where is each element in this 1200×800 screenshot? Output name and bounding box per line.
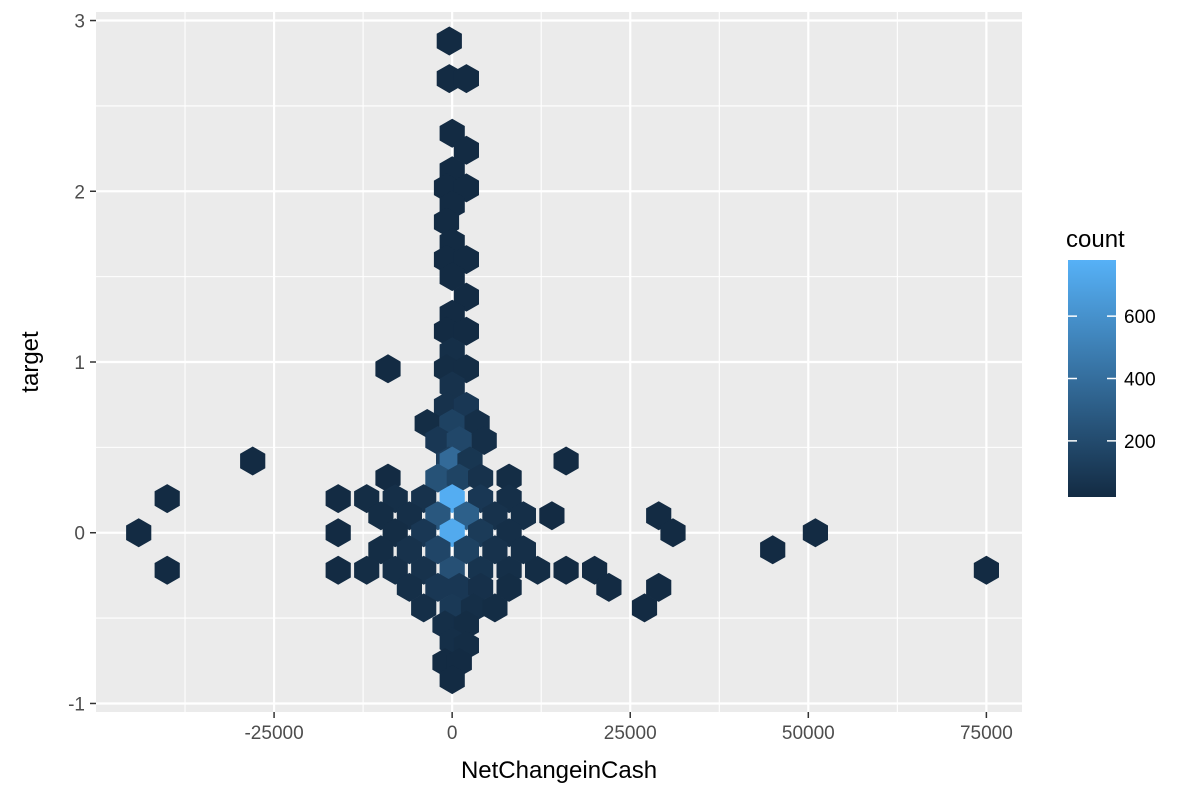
hexbin-cell (425, 463, 451, 493)
y-tick-label: 0 (74, 524, 85, 545)
x-tick-label: 50000 (782, 723, 835, 744)
hexbin-cell (411, 593, 437, 623)
hexbin-cell (354, 555, 380, 585)
y-axis-title: target (17, 331, 44, 393)
hexbin-cell (325, 555, 351, 585)
hexbin-cell (439, 665, 465, 695)
hexbin-cell (425, 572, 451, 602)
y-tick-label: 3 (74, 12, 85, 33)
y-tick-label: -1 (68, 694, 85, 715)
x-axis-title: NetChangeinCash (461, 757, 657, 784)
hexbin-cell (760, 535, 786, 565)
hexbin-cell (973, 555, 999, 585)
legend-ticks: 200 400 600 (1068, 307, 1156, 453)
hexbin-cell (660, 518, 686, 548)
hexbin-cell (471, 426, 497, 455)
color-legend: count 200 400 600 (1066, 226, 1156, 497)
hexbin-cell (396, 572, 422, 602)
hexbin-cell (646, 572, 672, 602)
hexbin-cell (396, 535, 422, 565)
hexbin-cell (425, 535, 451, 565)
hexbin-cell (482, 535, 508, 565)
y-tick-label: 2 (74, 182, 85, 203)
legend-title: count (1066, 226, 1125, 253)
hexbin-cell (553, 446, 579, 476)
x-tick-label: 0 (447, 723, 458, 744)
hexbin-cell (482, 593, 508, 623)
hexbin-cell (240, 446, 266, 476)
hexbin-cell (468, 463, 494, 493)
hexbin-cell (510, 535, 536, 565)
hexbin-cell (453, 135, 479, 165)
hexbin-cell (325, 484, 351, 514)
hexbin-layer (126, 26, 999, 695)
hexbin-cell (154, 484, 180, 514)
hexbin-cell (802, 518, 828, 548)
legend-tick-label: 600 (1124, 307, 1156, 328)
x-tick-label: 75000 (960, 723, 1013, 744)
hexbin-cell (453, 535, 479, 565)
legend-tick-label: 400 (1124, 370, 1156, 391)
hexbin-cell (325, 518, 351, 548)
x-axis: -25000 0 25000 50000 75000 (244, 712, 1013, 744)
hexbin-cell (375, 354, 401, 384)
y-axis: -1 0 1 2 3 (68, 12, 96, 715)
y-tick-label: 1 (74, 353, 85, 374)
hexbin-cell (436, 26, 462, 56)
hexbin-cell (453, 316, 479, 346)
hexbin-cell (596, 572, 622, 602)
hexbin-cell (368, 535, 394, 565)
hexbin-cell (539, 501, 565, 531)
hexbin-cell (126, 518, 152, 548)
hexbin-cell (154, 555, 180, 585)
legend-tick-label: 200 (1124, 432, 1156, 453)
x-tick-label: 25000 (604, 723, 657, 744)
hexbin-cell (496, 572, 522, 602)
x-tick-label: -25000 (244, 723, 303, 744)
hexbin-cell (453, 64, 479, 94)
hexbin-cell (496, 463, 522, 493)
hexbin-cell (439, 262, 465, 292)
hexbin-cell (553, 555, 579, 585)
hexbin-cell (631, 593, 658, 623)
hexbin-cell (425, 426, 451, 455)
hexbin-cell (525, 555, 551, 585)
plot-panel (96, 12, 1022, 712)
